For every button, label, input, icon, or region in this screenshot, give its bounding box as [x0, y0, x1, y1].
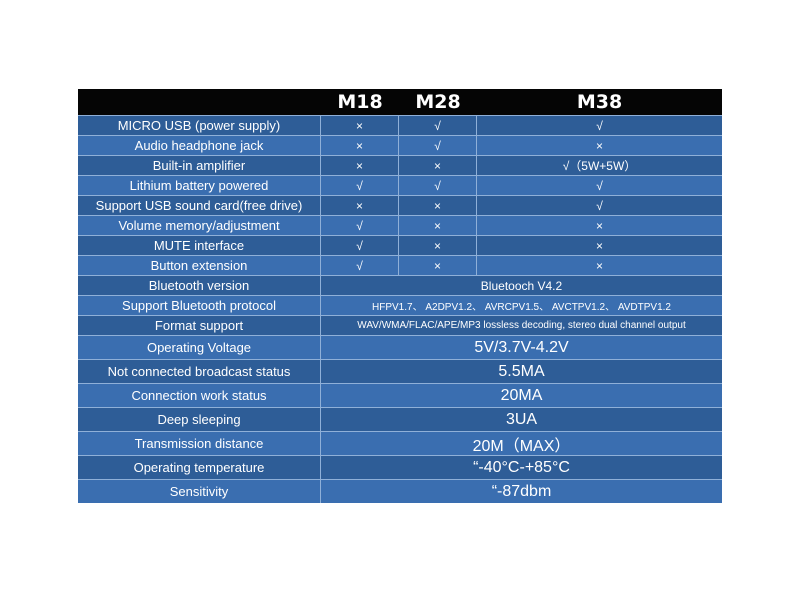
m28-value: √: [399, 176, 477, 195]
merged-value: 5V/3.7V-4.2V: [474, 338, 569, 356]
row-label: Audio headphone jack: [78, 136, 321, 155]
table-row: Transmission distance 20M（MAX）: [78, 431, 722, 455]
table-row: Connection work status 20MA: [78, 383, 722, 407]
merged-value: 20MA: [500, 386, 543, 404]
row-label: Operating temperature: [78, 456, 321, 479]
table-row: Audio headphone jack × √ ×: [78, 135, 722, 155]
row-label: Connection work status: [78, 384, 321, 407]
m18-value: ×: [321, 196, 399, 215]
table-row: Button extension √ × ×: [78, 255, 722, 275]
row-label: Support Bluetooth protocol: [78, 296, 321, 315]
row-label: Format support: [78, 316, 321, 335]
m18-value: √: [321, 256, 399, 275]
merged-value: 20M（MAX）: [472, 437, 571, 455]
merged-value: “-40°C-+85°C: [473, 458, 570, 476]
m28-value: ×: [399, 196, 477, 215]
table-header: M18 M28 M38: [78, 89, 722, 115]
table-row: Operating Voltage 5V/3.7V-4.2V: [78, 335, 722, 359]
table-row: Built-in amplifier × × √（5W+5W）: [78, 155, 722, 175]
m28-value: ×: [399, 256, 477, 275]
m38-value: ×: [595, 238, 603, 253]
m38-value: √: [596, 198, 603, 213]
m38-value: ×: [595, 218, 603, 233]
table-row: Deep sleeping 3UA: [78, 407, 722, 431]
row-label: Transmission distance: [78, 432, 321, 455]
m38-value: √: [596, 178, 603, 193]
table-row: Format support WAV/WMA/FLAC/APE/MP3 loss…: [78, 315, 722, 335]
merged-value: 3UA: [505, 410, 538, 428]
row-label: Lithium battery powered: [78, 176, 321, 195]
m18-value: √: [321, 216, 399, 235]
table-row: Support USB sound card(free drive) × × √: [78, 195, 722, 215]
table-row: Operating temperature “-40°C-+85°C: [78, 455, 722, 479]
row-label: MUTE interface: [78, 236, 321, 255]
m28-value: ×: [399, 236, 477, 255]
merged-value: “-87dbm: [491, 482, 552, 500]
m28-value: ×: [399, 216, 477, 235]
table-row: Volume memory/adjustment √ × ×: [78, 215, 722, 235]
table-row: Support Bluetooth protocol HFPV1.7、 A2DP…: [78, 295, 722, 315]
row-label: Sensitivity: [78, 480, 321, 503]
m38-value: √（5W+5W）: [562, 159, 637, 173]
row-label: Operating Voltage: [78, 336, 321, 359]
merged-value: Bluetooch V4.2: [480, 278, 563, 293]
table-row: MICRO USB (power supply) × √ √: [78, 115, 722, 135]
merged-value: HFPV1.7、 A2DPV1.2、 AVRCPV1.5、 AVCTPV1.2、…: [372, 302, 671, 313]
row-label: Deep sleeping: [78, 408, 321, 431]
table-row: Bluetooth version Bluetooch V4.2: [78, 275, 722, 295]
row-label: Button extension: [78, 256, 321, 275]
table-row: Lithium battery powered √ √ √: [78, 175, 722, 195]
header-m38: M38: [576, 91, 623, 113]
m28-value: √: [399, 116, 477, 135]
m28-value: ×: [399, 156, 477, 175]
row-label: MICRO USB (power supply): [78, 116, 321, 135]
m28-value: √: [399, 136, 477, 155]
m18-value: ×: [321, 136, 399, 155]
m38-value: ×: [595, 138, 603, 153]
row-label: Built-in amplifier: [78, 156, 321, 175]
m18-value: ×: [321, 156, 399, 175]
m18-value: √: [321, 236, 399, 255]
table-row: MUTE interface √ × ×: [78, 235, 722, 255]
merged-value: WAV/WMA/FLAC/APE/MP3 lossless decoding, …: [357, 320, 686, 331]
header-m28: M28: [415, 91, 461, 113]
row-label: Volume memory/adjustment: [78, 216, 321, 235]
table-row: Not connected broadcast status 5.5MA: [78, 359, 722, 383]
spec-table: M18 M28 M38 MICRO USB (power supply) × √…: [78, 89, 722, 503]
row-label: Not connected broadcast status: [78, 360, 321, 383]
header-m18: M18: [337, 91, 383, 113]
m38-value: ×: [595, 258, 603, 273]
m18-value: ×: [321, 116, 399, 135]
row-label: Support USB sound card(free drive): [78, 196, 321, 215]
table-row: Sensitivity “-87dbm: [78, 479, 722, 503]
merged-value: 5.5MA: [498, 362, 545, 380]
row-label: Bluetooth version: [78, 276, 321, 295]
m38-value: √: [596, 118, 603, 133]
m18-value: √: [321, 176, 399, 195]
